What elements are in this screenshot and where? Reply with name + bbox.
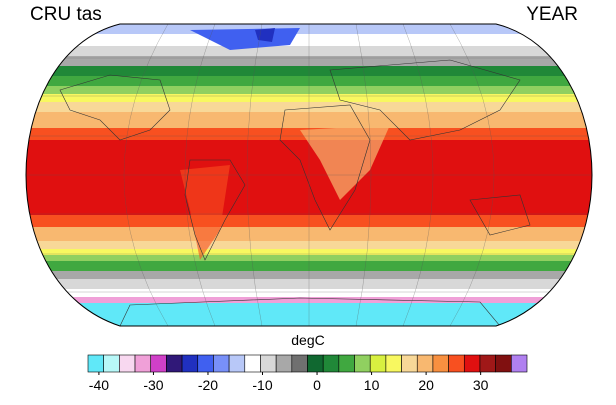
colorbar-label: degC [291,332,324,348]
colorbar-swatch [385,354,402,373]
colorbar-swatch [495,354,512,373]
colorbar-swatch [416,354,434,373]
colorbar-swatch [448,354,465,373]
colorbar-swatch [511,354,528,373]
colorbar-tick-label: -20 [198,377,218,393]
colorbar-swatch [291,354,308,373]
colorbar-tick-label: 30 [473,377,489,393]
colorbar-swatch [228,354,246,373]
temperature-map [26,24,592,326]
colorbar-swatch [119,354,136,373]
colorbar-swatch [401,354,418,373]
colorbar-swatch [103,354,120,373]
colorbar-swatch [134,354,152,373]
colorbar-tick-label: 0 [313,377,321,393]
colorbar-swatch [181,354,199,373]
colorbar-swatch [307,354,324,373]
colorbar-swatch [275,354,293,373]
title-left: CRU tas [30,4,102,25]
colorbar-swatch [463,354,481,373]
colorbar-tick-label: 10 [364,377,380,393]
colorbar-tick-label: 20 [418,377,434,393]
colorbar-swatch [322,354,340,373]
colorbar-swatch [166,354,183,373]
colorbar-swatch [338,354,355,373]
title-right: YEAR [526,4,578,25]
colorbar-swatch [479,354,496,373]
colorbar-swatch [197,354,214,373]
colorbar-swatch [150,354,167,373]
map-outline [25,23,593,327]
colorbar: -40 -30 -20 -10 0 10 20 30 [87,354,528,393]
colorbar-swatch [260,354,277,373]
colorbar-swatch [244,354,261,373]
colorbar-swatch [432,354,449,373]
colorbar-swatch [213,354,230,373]
colorbar-tick-label: -10 [252,377,272,393]
colorbar-tick-label: -30 [143,377,163,393]
colorbar-swatch [87,354,104,373]
colorbar-swatch [354,354,371,373]
colorbar-swatch [369,354,387,373]
colorbar-tick-label: -40 [89,377,109,393]
